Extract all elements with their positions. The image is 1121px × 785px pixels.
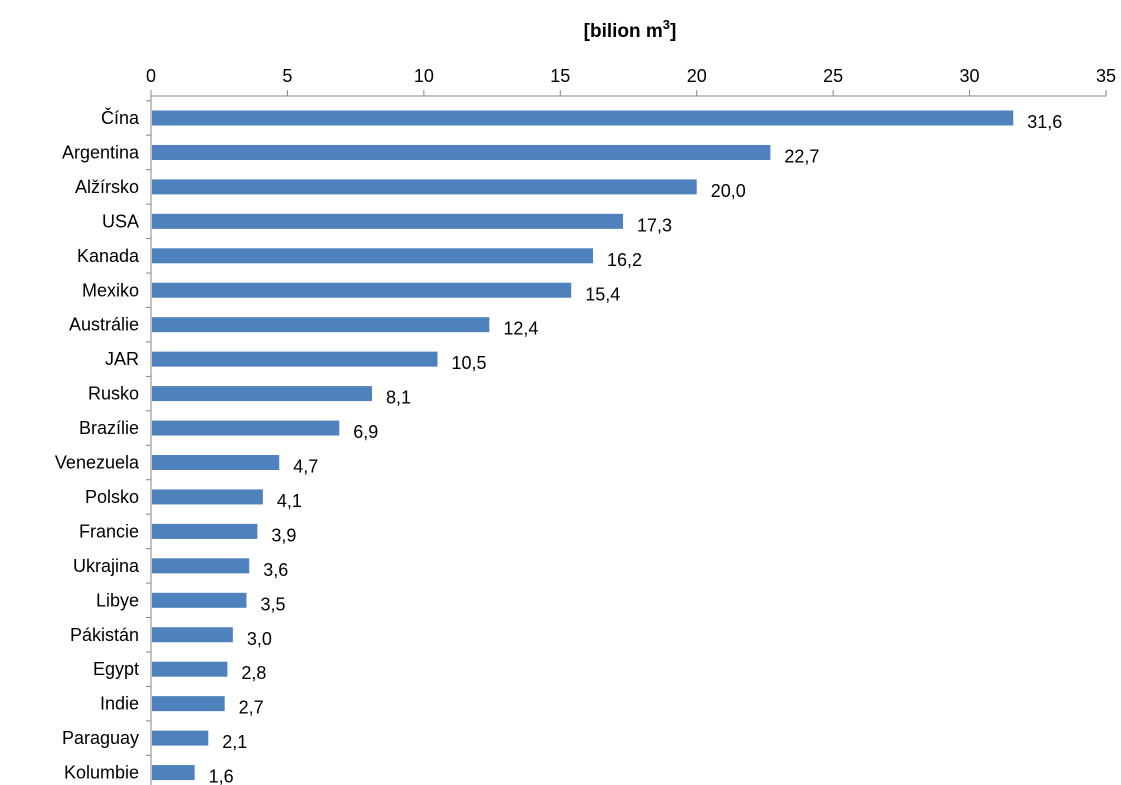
data-label: 2,7: [239, 698, 264, 718]
category-label: Austrálie: [69, 315, 139, 335]
data-label: 31,6: [1027, 112, 1062, 132]
value-axis: 0 5 10 15 20 25 30 35: [146, 66, 1116, 785]
data-label: 4,1: [277, 491, 302, 511]
bar: [152, 110, 1014, 126]
x-tick-label: 15: [550, 66, 570, 86]
bar: [152, 420, 340, 436]
data-label: 2,8: [241, 663, 266, 683]
category-label: Venezuela: [55, 453, 140, 473]
category-label: Egypt: [93, 659, 139, 679]
bar: [152, 558, 250, 574]
category-label: Kanada: [77, 246, 140, 266]
bar: [152, 248, 594, 264]
data-label: 3,5: [261, 594, 286, 614]
bar: [152, 351, 438, 367]
x-tick-label: 35: [1096, 66, 1116, 86]
bar: [152, 627, 233, 643]
bar: [152, 179, 697, 195]
bar: [152, 455, 280, 470]
axis-title-superscript: 3: [663, 17, 670, 32]
bar: [152, 489, 263, 505]
category-label: Pákistán: [70, 625, 139, 645]
x-tick-label: 20: [687, 66, 707, 86]
category-label: USA: [102, 211, 139, 231]
bar: [152, 386, 373, 402]
data-label: 2,1: [222, 732, 247, 752]
axis-title: [bilion m3]: [584, 17, 677, 42]
bar: [152, 696, 225, 712]
category-label: Čína: [101, 107, 140, 128]
bar: [152, 317, 490, 333]
data-labels: 31,6 22,7 20,0 17,3 16,2 15,4 12,4 10,5 8,1 6,9 4,…: [209, 112, 1063, 785]
axis-title-close: ]: [670, 21, 676, 42]
data-label: 15,4: [585, 284, 620, 304]
category-label: Polsko: [85, 487, 139, 507]
bar: [152, 765, 195, 781]
x-tick-label: 30: [960, 66, 980, 86]
bar: [152, 282, 572, 298]
category-label: Libye: [96, 590, 139, 610]
data-label: 3,6: [263, 560, 288, 580]
bar: [152, 523, 258, 539]
data-label: 3,9: [271, 525, 296, 545]
data-label: 3,0: [247, 629, 272, 649]
category-label: Mexiko: [82, 280, 139, 300]
category-labels: Čína Argentina Alžírsko USA Kanada Mexiko Aust…: [55, 107, 140, 783]
data-label: 17,3: [637, 215, 672, 235]
x-tick-label: 25: [823, 66, 843, 86]
x-tick-label: 10: [414, 66, 434, 86]
bar: [152, 213, 624, 229]
category-label: JAR: [105, 349, 139, 369]
category-label: Rusko: [88, 384, 139, 404]
category-label: Ukrajina: [73, 556, 140, 576]
category-label: Alžírsko: [75, 177, 139, 197]
axis-title-main: [bilion m: [584, 21, 663, 42]
data-label: 6,9: [353, 422, 378, 442]
bar: [152, 144, 771, 160]
bar: [152, 592, 247, 608]
category-label: Indie: [100, 694, 139, 714]
data-label: 16,2: [607, 250, 642, 270]
data-label: 8,1: [386, 388, 411, 408]
data-label: 20,0: [711, 181, 746, 201]
category-label: Paraguay: [62, 728, 139, 748]
data-label: 1,6: [209, 767, 234, 785]
data-label: 4,7: [293, 457, 318, 477]
bar: [152, 661, 228, 677]
data-label: 22,7: [784, 146, 819, 166]
category-label: Argentina: [62, 142, 140, 162]
bar: [152, 730, 209, 746]
x-tick-label: 0: [146, 66, 156, 86]
x-tick-label: 5: [282, 66, 292, 86]
data-label: 10,5: [452, 353, 487, 373]
category-label: Kolumbie: [64, 763, 139, 783]
data-label: 12,4: [503, 319, 538, 339]
category-label: Brazílie: [79, 418, 139, 438]
bars-group: [152, 110, 1014, 781]
category-label: Francie: [79, 521, 139, 541]
